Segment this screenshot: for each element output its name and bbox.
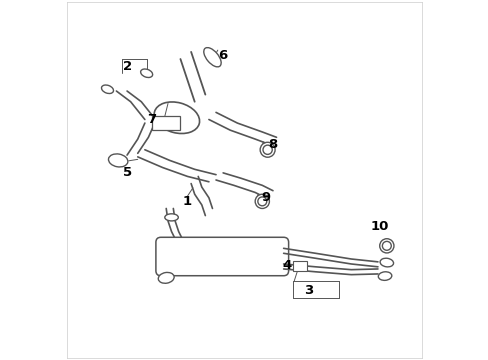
Text: 10: 10 bbox=[370, 220, 388, 233]
Ellipse shape bbox=[379, 239, 393, 253]
Text: 7: 7 bbox=[147, 113, 156, 126]
Text: 8: 8 bbox=[268, 138, 277, 151]
Ellipse shape bbox=[102, 85, 113, 94]
Text: 3: 3 bbox=[304, 284, 312, 297]
Ellipse shape bbox=[260, 142, 275, 157]
Ellipse shape bbox=[379, 258, 393, 267]
Ellipse shape bbox=[154, 102, 199, 134]
Ellipse shape bbox=[203, 48, 221, 67]
Ellipse shape bbox=[108, 154, 128, 167]
Ellipse shape bbox=[378, 272, 391, 280]
FancyBboxPatch shape bbox=[292, 261, 307, 271]
Ellipse shape bbox=[255, 194, 269, 208]
Text: 6: 6 bbox=[218, 49, 227, 62]
Text: 5: 5 bbox=[122, 166, 131, 179]
FancyBboxPatch shape bbox=[152, 116, 180, 130]
Text: 4: 4 bbox=[282, 259, 291, 272]
Text: 9: 9 bbox=[261, 191, 270, 204]
Text: 2: 2 bbox=[122, 60, 131, 73]
Ellipse shape bbox=[158, 273, 174, 283]
Ellipse shape bbox=[164, 214, 178, 221]
FancyBboxPatch shape bbox=[156, 237, 288, 276]
Ellipse shape bbox=[141, 69, 152, 77]
Text: 1: 1 bbox=[183, 195, 192, 208]
